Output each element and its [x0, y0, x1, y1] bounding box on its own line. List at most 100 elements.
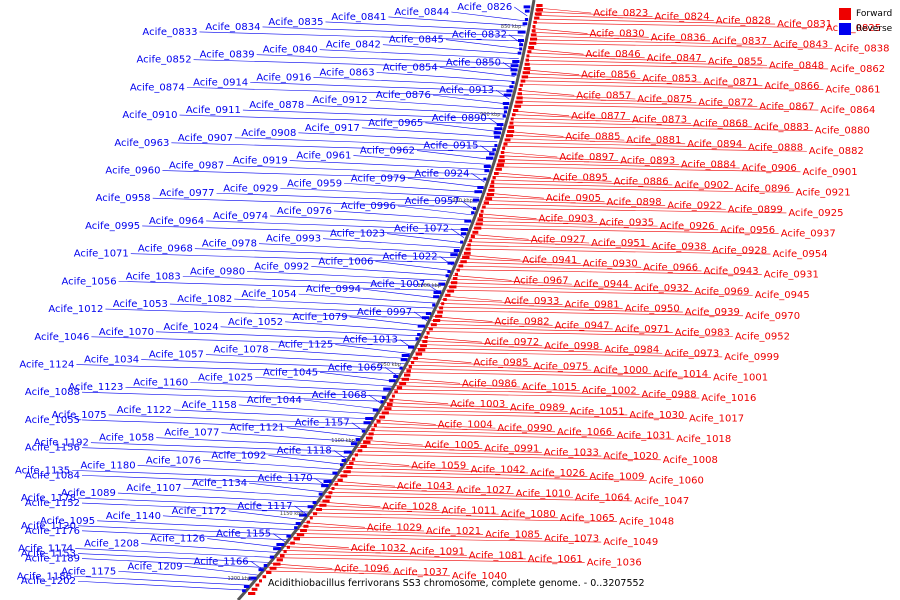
forward-feature: [381, 411, 389, 415]
gene-label: Acife_0999: [724, 352, 779, 363]
label-leader-line: [520, 84, 824, 90]
gene-label: Acife_0981: [565, 300, 620, 311]
gene-label: Acife_1040: [452, 571, 507, 582]
reverse-feature: [524, 9, 530, 13]
gene-label: Acife_1208: [84, 539, 139, 550]
label-leader-line: [461, 200, 475, 211]
forward-feature: [475, 222, 483, 226]
reverse-feature: [258, 568, 264, 572]
gene-label: Acife_1022: [383, 251, 438, 262]
forward-feature: [520, 79, 526, 83]
gene-label: Acife_1065: [560, 513, 615, 524]
gene-label: Acife_0959: [287, 178, 342, 189]
label-leader-line: [77, 580, 247, 591]
gene-label: Acife_0899: [728, 204, 783, 215]
gene-label: Acife_1031: [617, 431, 672, 442]
forward-feature: [467, 243, 471, 247]
forward-feature: [437, 310, 443, 314]
label-leader-line: [535, 15, 714, 21]
label-leader-line: [362, 288, 439, 299]
forward-feature: [430, 323, 437, 327]
gene-label: Acife_1078: [214, 345, 269, 356]
forward-feature: [482, 205, 486, 209]
reverse-feature: [473, 207, 477, 210]
forward-feature: [262, 575, 267, 579]
label-leader-line: [285, 321, 423, 332]
gene-label: Acife_1156: [25, 443, 80, 454]
label-leader-line: [491, 179, 673, 186]
label-leader-line: [411, 357, 472, 364]
scale-tick-label: 1000 kbp: [417, 283, 441, 289]
label-leader-line: [270, 215, 470, 226]
label-leader-line: [171, 142, 495, 153]
label-leader-line: [369, 426, 556, 433]
label-leader-line: [518, 90, 575, 96]
gene-label: Acife_1047: [634, 496, 689, 507]
forward-feature: [319, 503, 327, 507]
gene-label: Acife_1175: [61, 566, 116, 577]
label-leader-line: [268, 455, 344, 465]
gene-label: Acife_1007: [370, 279, 425, 290]
gene-label: Acife_0986: [462, 378, 517, 389]
label-leader-line: [482, 204, 726, 210]
gene-label: Acife_0895: [553, 173, 608, 184]
gene-label: Acife_1080: [501, 509, 556, 520]
label-leader-line: [361, 439, 423, 446]
gene-label: Acife_1017: [689, 414, 744, 425]
reverse-feature: [417, 333, 421, 336]
reverse-feature: [474, 190, 483, 194]
label-leader-line: [488, 187, 794, 193]
gene-label: Acife_0855: [708, 57, 763, 68]
gene-label: Acife_0965: [368, 118, 423, 129]
label-leader-line: [374, 419, 436, 425]
label-leader-line: [516, 97, 697, 103]
forward-feature: [439, 306, 444, 310]
gene-label: Acife_0983: [675, 328, 730, 339]
label-leader-line: [77, 497, 314, 508]
forward-feature: [306, 520, 311, 524]
scale-tick-label: 1100 kbp: [331, 438, 355, 444]
label-leader-line: [530, 39, 772, 45]
forward-feature: [530, 37, 538, 41]
label-leader-line: [498, 159, 679, 165]
forward-feature: [528, 46, 535, 49]
label-leader-line: [451, 11, 527, 22]
gene-label: Acife_0852: [137, 55, 192, 66]
reverse-feature: [496, 123, 504, 126]
label-leader-line: [173, 409, 373, 420]
legend-reverse: Reverse: [839, 21, 892, 36]
label-leader-line: [199, 31, 523, 42]
reverse-feature: [460, 232, 467, 236]
forward-feature: [413, 356, 418, 360]
gene-label: Acife_0898: [607, 197, 662, 208]
gene-label: Acife_1069: [328, 362, 383, 373]
gene-label: Acife_0932: [634, 283, 689, 294]
reverse-feature: [400, 358, 408, 362]
label-leader-line: [312, 508, 499, 515]
reverse-feature: [510, 64, 519, 68]
forward-feature: [530, 33, 537, 37]
forward-feature: [456, 268, 460, 272]
label-leader-line: [81, 419, 367, 430]
label-leader-line: [183, 487, 321, 498]
forward-feature: [527, 50, 532, 54]
label-leader-line: [451, 278, 572, 285]
forward-feature: [519, 83, 523, 87]
label-leader-line: [533, 28, 588, 34]
forward-feature: [495, 167, 502, 171]
label-leader-line: [458, 262, 642, 268]
forward-feature: [328, 491, 333, 495]
gene-label: Acife_0873: [632, 115, 687, 126]
gene-label: Acife_0845: [389, 35, 444, 46]
label-leader-line: [206, 220, 468, 231]
gene-label: Acife_1122: [117, 405, 172, 416]
label-leader-line: [439, 67, 515, 77]
legend-forward: Forward: [839, 6, 892, 21]
label-leader-line: [351, 454, 661, 461]
label-leader-line: [476, 220, 658, 227]
gene-label: Acife_1140: [106, 511, 161, 522]
label-leader-line: [125, 386, 387, 397]
forward-feature: [536, 4, 543, 7]
label-leader-line: [193, 59, 517, 69]
forward-feature: [266, 571, 272, 574]
